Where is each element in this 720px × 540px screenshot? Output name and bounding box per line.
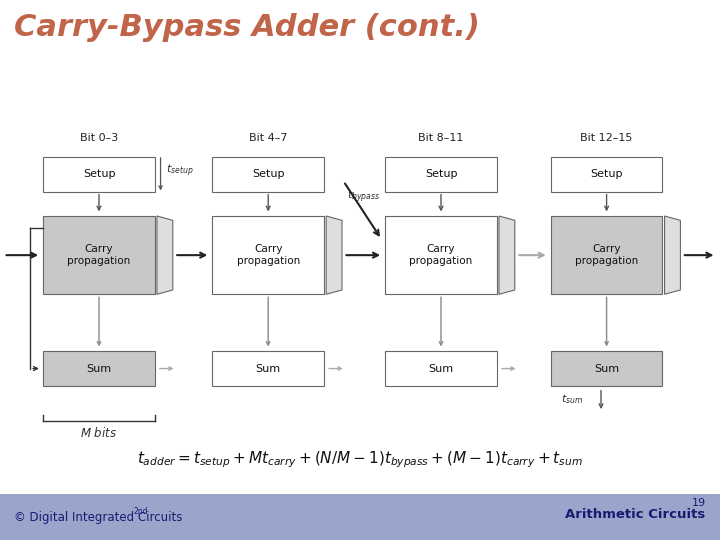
Polygon shape (665, 216, 680, 294)
Text: $t_{bypass}$: $t_{bypass}$ (347, 188, 381, 205)
Text: 2nd: 2nd (133, 507, 148, 516)
Text: Setup: Setup (425, 169, 457, 179)
Text: $t_{adder} = t_{setup} + Mt_{carry} + (N/M-1)t_{bypass} + (M-1)t_{carry} + t_{su: $t_{adder} = t_{setup} + Mt_{carry} + (N… (137, 450, 583, 470)
Bar (212, 157, 324, 192)
Text: © Digital Integrated Circuits: © Digital Integrated Circuits (14, 511, 183, 524)
Bar (212, 351, 324, 386)
Text: Sum: Sum (86, 363, 112, 374)
Bar (385, 351, 497, 386)
Text: Bit 0–3: Bit 0–3 (80, 133, 118, 143)
Text: Carry
propagation: Carry propagation (237, 244, 300, 266)
Bar (385, 157, 497, 192)
Text: Carry
propagation: Carry propagation (575, 244, 638, 266)
Text: Bit 12–15: Bit 12–15 (580, 133, 633, 143)
Polygon shape (326, 216, 342, 294)
Bar (0, 494, 720, 540)
Polygon shape (157, 216, 173, 294)
Text: Arithmetic Circuits: Arithmetic Circuits (565, 508, 706, 521)
Text: Bit 4–7: Bit 4–7 (249, 133, 287, 143)
Bar (43, 351, 155, 386)
Bar (551, 216, 662, 294)
Text: Bit 8–11: Bit 8–11 (418, 133, 464, 143)
Text: Carry-Bypass Adder (cont.): Carry-Bypass Adder (cont.) (14, 14, 480, 43)
Text: Setup: Setup (252, 169, 284, 179)
Text: $t_{sum}$: $t_{sum}$ (561, 393, 583, 407)
Bar (43, 216, 155, 294)
Polygon shape (499, 216, 515, 294)
Bar (43, 157, 155, 192)
Text: Sum: Sum (594, 363, 619, 374)
Bar (551, 351, 662, 386)
Text: Sum: Sum (256, 363, 281, 374)
Text: Setup: Setup (590, 169, 623, 179)
Text: Carry
propagation: Carry propagation (68, 244, 130, 266)
Bar (385, 216, 497, 294)
Text: Sum: Sum (428, 363, 454, 374)
Text: Setup: Setup (83, 169, 115, 179)
Text: 19: 19 (691, 498, 706, 508)
Bar (212, 216, 324, 294)
Text: $M$ bits: $M$ bits (81, 426, 117, 440)
Text: $t_{setup}$: $t_{setup}$ (166, 163, 194, 179)
Text: Carry
propagation: Carry propagation (410, 244, 472, 266)
Bar (551, 157, 662, 192)
